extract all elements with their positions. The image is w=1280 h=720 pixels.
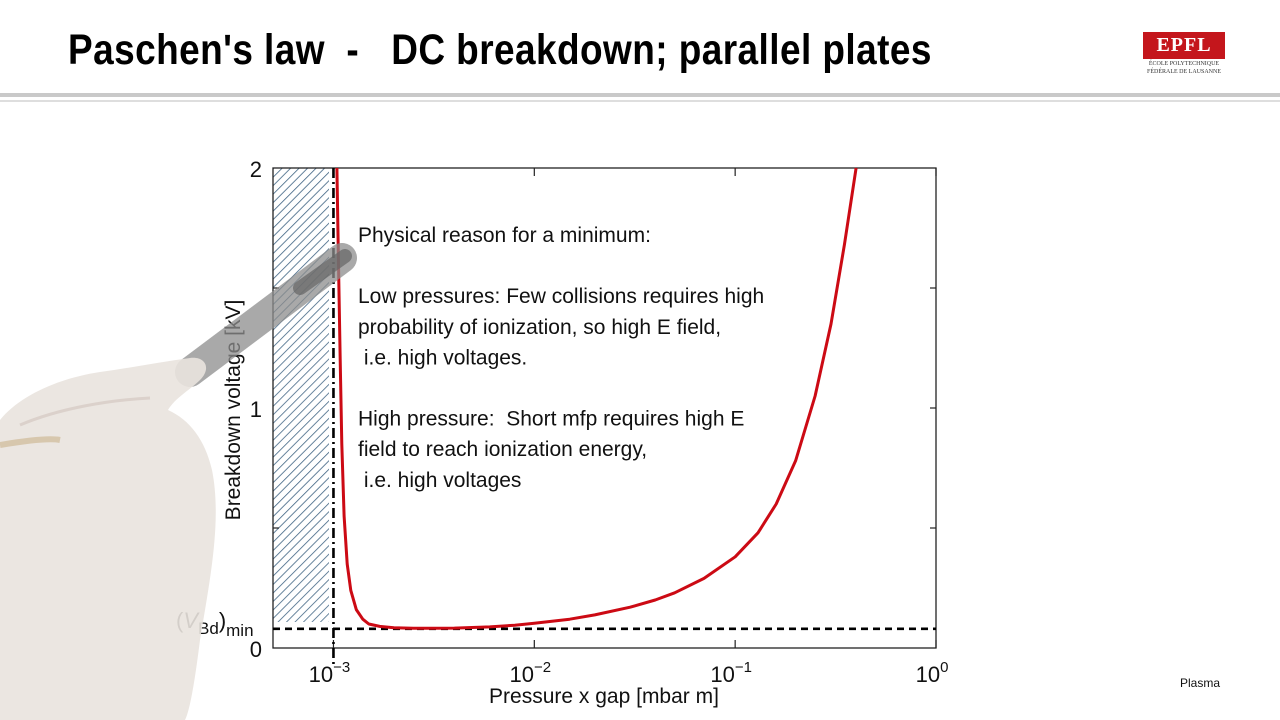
annotation-line: field to reach ionization energy, xyxy=(358,438,647,461)
annotation-line: i.e. high voltages xyxy=(358,469,521,492)
epfl-logo: EPFL ÉCOLE POLYTECHNIQUE FÉDÉRALE DE LAU… xyxy=(1140,32,1228,77)
annotation-line: probability of ionization, so high E fie… xyxy=(358,316,721,339)
course-label: Plasma xyxy=(1180,676,1221,690)
y-tick-label: 0 xyxy=(250,637,262,662)
y-tick-label: 1 xyxy=(250,397,262,422)
x-tick-label: 100 xyxy=(916,659,949,687)
y-axis-label: Breakdown voltage [kV] xyxy=(222,300,245,521)
slide-title: Paschen's law - DC breakdown; parallel p… xyxy=(68,26,932,74)
x-axis-label: Pressure x gap [mbar m] xyxy=(489,685,719,708)
logo-text-line-2: FÉDÉRALE DE LAUSANNE xyxy=(1147,69,1221,75)
x-tick-label: 10−2 xyxy=(510,659,552,687)
title-divider-thin xyxy=(0,100,1280,102)
annotation-line: i.e. high voltages. xyxy=(358,346,527,369)
hatched-region xyxy=(273,168,329,622)
vbd-min-label: (VBd)min xyxy=(176,608,254,640)
paschen-curve xyxy=(335,167,858,630)
logo-mark: EPFL xyxy=(1143,32,1225,59)
annotation-line: Physical reason for a minimum: xyxy=(358,224,651,247)
annotation-line: High pressure: Short mfp requires high E xyxy=(358,408,744,431)
x-tick-label: 10−3 xyxy=(309,659,351,687)
y-tick-label: 2 xyxy=(250,157,262,182)
logo-text-line-1: ÉCOLE POLYTECHNIQUE xyxy=(1148,61,1220,67)
title-divider xyxy=(0,93,1280,97)
x-tick-label: 10−1 xyxy=(710,659,752,687)
annotation-line: Low pressures: Few collisions requires h… xyxy=(358,285,764,308)
